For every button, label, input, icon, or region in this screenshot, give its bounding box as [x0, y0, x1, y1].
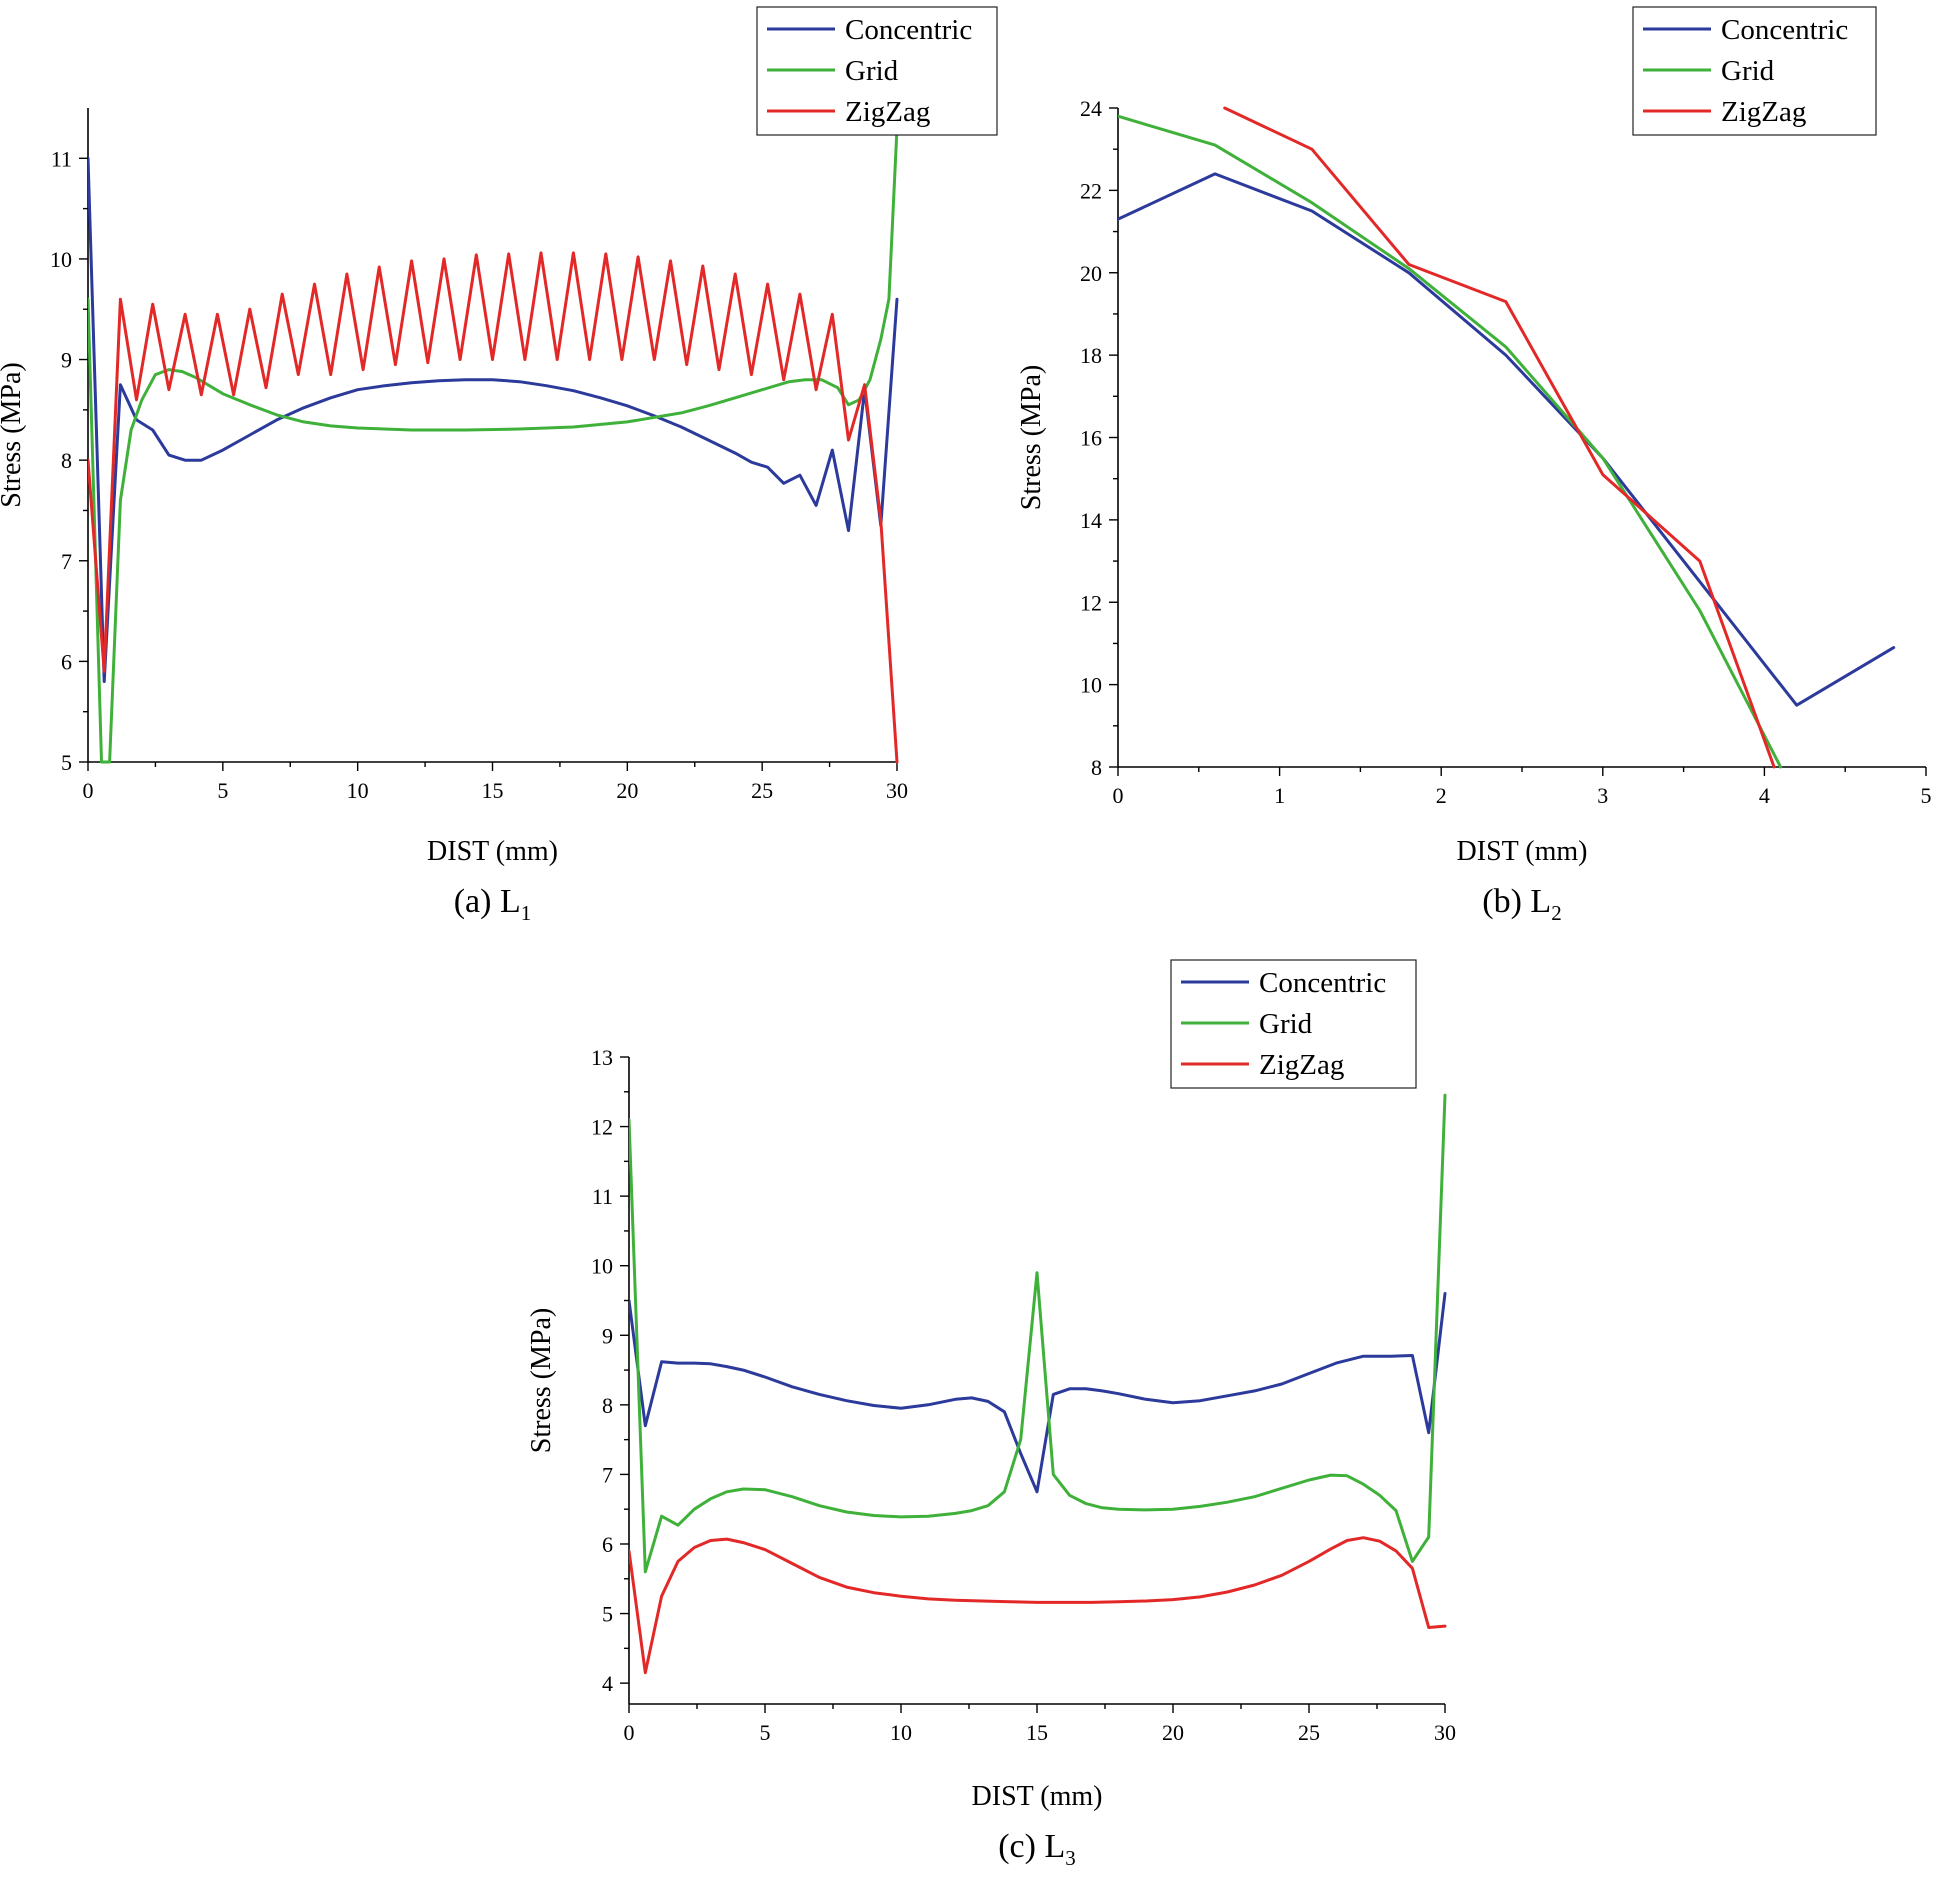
- series-line-zigzag: [1223, 106, 1776, 769]
- x-tick-label: 30: [886, 778, 908, 803]
- series-line-grid: [1118, 114, 1783, 769]
- legend-label-concentric: Concentric: [845, 14, 972, 46]
- y-tick-label: 5: [602, 1602, 613, 1627]
- x-tick-label: 15: [482, 778, 504, 803]
- x-tick-label: 0: [83, 778, 94, 803]
- y-tick-label: 8: [1091, 755, 1102, 780]
- y-tick-label: 20: [1080, 261, 1102, 286]
- x-tick-label: 5: [760, 1720, 771, 1745]
- y-tick-label: 7: [602, 1462, 613, 1487]
- x-tick-label: 25: [1298, 1720, 1320, 1745]
- x-axis-title: DIST (mm): [972, 1781, 1103, 1812]
- x-tick-label: 1: [1274, 783, 1285, 808]
- x-tick-label: 20: [616, 778, 638, 803]
- legend-label-zigzag: ZigZag: [845, 96, 930, 128]
- legend-label-grid: Grid: [845, 55, 899, 87]
- y-tick-label: 7: [61, 549, 72, 574]
- x-tick-label: 10: [347, 778, 369, 803]
- y-axis-title: Stress (MPa): [526, 1308, 557, 1453]
- series-line-zigzag: [629, 1536, 1447, 1675]
- legend-label-zigzag: ZigZag: [1259, 1049, 1344, 1081]
- legend-label-zigzag: ZigZag: [1721, 96, 1806, 128]
- y-tick-label: 10: [1080, 673, 1102, 698]
- x-tick-label: 0: [1113, 783, 1124, 808]
- legend-label-grid: Grid: [1721, 55, 1775, 87]
- x-tick-label: 4: [1759, 783, 1770, 808]
- legend: Concentric Grid ZigZag: [1170, 959, 1417, 1089]
- y-tick-label: 8: [602, 1393, 613, 1418]
- legend: Concentric Grid ZigZag: [756, 6, 998, 136]
- y-tick-label: 11: [51, 146, 72, 171]
- panel-caption: (a) L1: [454, 883, 532, 925]
- x-tick-label: 15: [1026, 1720, 1048, 1745]
- x-tick-label: 0: [624, 1720, 635, 1745]
- series-line-grid: [88, 126, 899, 764]
- chart-panel-c: 0 5 10 15 20 25 30 4 5 6 7 8 9 10 11 12 13 DIST (mm) Stres…: [526, 959, 1456, 1870]
- y-tick-label: 14: [1080, 508, 1102, 533]
- y-tick-label: 10: [50, 247, 72, 272]
- legend-label-concentric: Concentric: [1721, 14, 1848, 46]
- x-tick-label: 20: [1162, 1720, 1184, 1745]
- y-tick-label: 24: [1080, 96, 1102, 121]
- x-tick-label: 5: [217, 778, 228, 803]
- y-tick-label: 9: [602, 1323, 613, 1348]
- x-axis-title: DIST (mm): [1457, 836, 1588, 867]
- series-line-concentric: [1118, 172, 1896, 707]
- x-tick-label: 25: [751, 778, 773, 803]
- y-tick-label: 5: [61, 750, 72, 775]
- series-line-zigzag: [88, 251, 899, 764]
- y-tick-label: 11: [592, 1184, 613, 1209]
- y-tick-label: 12: [591, 1115, 613, 1140]
- y-axis-title: Stress (MPa): [0, 362, 27, 507]
- legend-label-grid: Grid: [1259, 1008, 1313, 1040]
- series-line-concentric: [629, 1292, 1447, 1494]
- y-tick-label: 9: [61, 348, 72, 373]
- y-tick-label: 6: [602, 1532, 613, 1557]
- y-tick-label: 16: [1080, 426, 1102, 451]
- x-tick-label: 3: [1597, 783, 1608, 808]
- x-tick-label: 30: [1434, 1720, 1456, 1745]
- panel-caption: (c) L3: [998, 1828, 1076, 1870]
- y-tick-label: 13: [591, 1045, 613, 1070]
- series-line-grid: [629, 1093, 1447, 1574]
- y-tick-label: 10: [591, 1254, 613, 1279]
- x-tick-label: 2: [1436, 783, 1447, 808]
- panel-caption: (b) L2: [1482, 883, 1561, 925]
- y-tick-label: 8: [61, 448, 72, 473]
- x-tick-label: 5: [1921, 783, 1932, 808]
- series-line-concentric: [88, 156, 899, 683]
- y-tick-label: 12: [1080, 590, 1102, 615]
- y-axis-title: Stress (MPa): [1016, 365, 1047, 510]
- y-tick-label: 18: [1080, 343, 1102, 368]
- y-tick-label: 6: [61, 649, 72, 674]
- legend-label-concentric: Concentric: [1259, 967, 1386, 999]
- x-tick-label: 10: [890, 1720, 912, 1745]
- x-axis-title: DIST (mm): [427, 836, 558, 867]
- y-tick-label: 22: [1080, 178, 1102, 203]
- y-tick-label: 4: [602, 1671, 613, 1696]
- legend: Concentric Grid ZigZag: [1632, 6, 1877, 136]
